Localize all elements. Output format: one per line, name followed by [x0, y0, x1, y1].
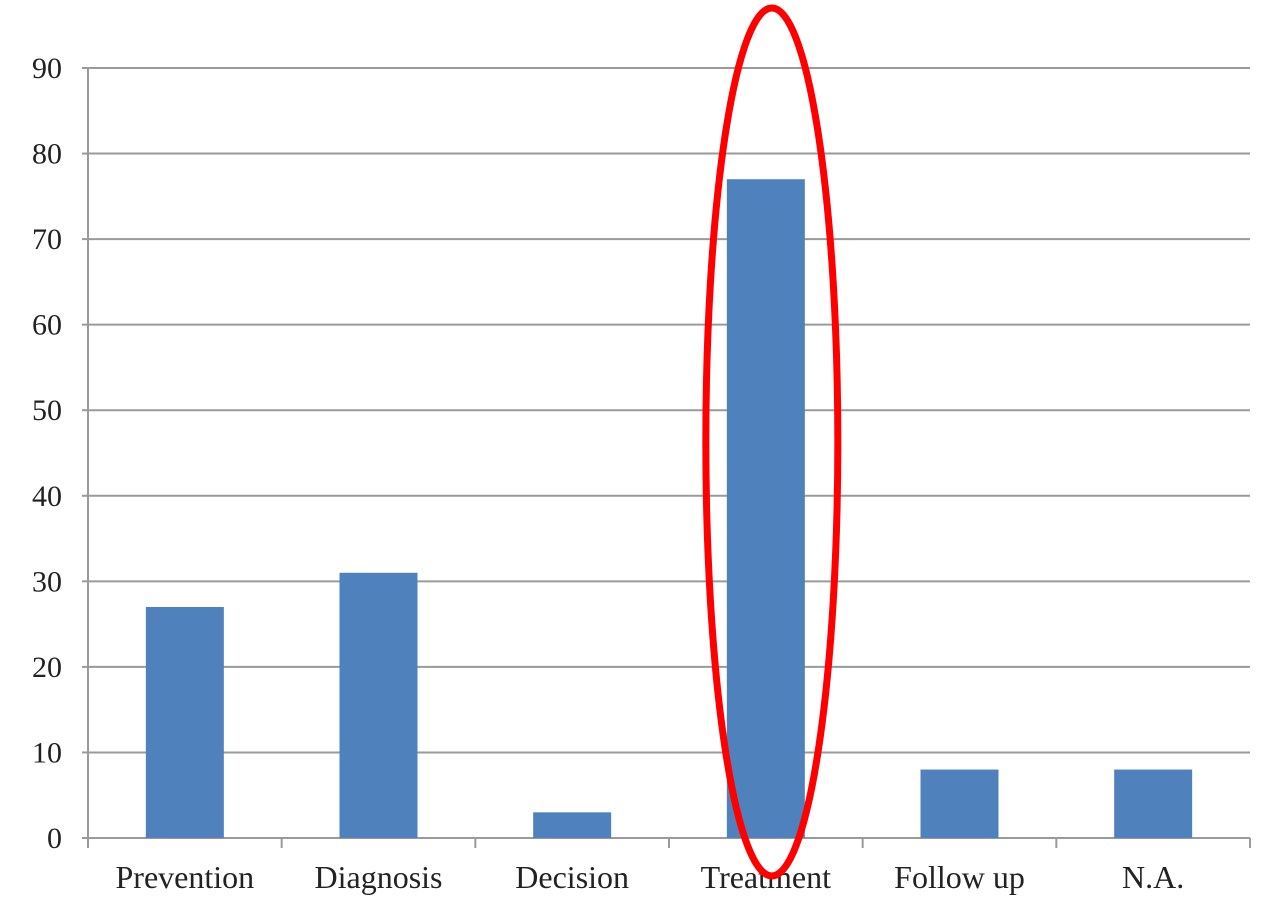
x-category-label: N.A. [1122, 859, 1184, 895]
x-category-label: Diagnosis [315, 859, 443, 895]
x-category-label: Prevention [116, 859, 255, 895]
y-tick-label: 0 [47, 822, 62, 855]
gridlines [88, 67, 1250, 754]
bar-treatment [726, 179, 805, 838]
x-axis: Prevention Diagnosis Decision Treatment Foll… [87, 837, 1251, 895]
bar-n-a [1114, 769, 1193, 838]
y-tick-label: 70 [32, 223, 62, 256]
y-tick-label: 40 [32, 480, 62, 513]
y-tick-label: 10 [32, 736, 62, 769]
y-tick-label: 30 [32, 565, 62, 598]
x-category-label: Follow up [894, 859, 1025, 895]
y-tick-label: 20 [32, 651, 62, 684]
x-category-label: Decision [515, 859, 629, 895]
highlight-ellipse [702, 4, 842, 880]
y-tick-label: 80 [32, 138, 62, 171]
y-tick-label: 50 [32, 394, 62, 427]
y-tick-label: 60 [32, 309, 62, 342]
bar-follow-up [920, 769, 999, 838]
bar-prevention [145, 607, 224, 838]
bar-decision [533, 812, 612, 838]
y-axis: 0 10 20 30 40 50 60 70 80 90 [32, 52, 89, 855]
y-tick-label: 90 [32, 52, 62, 85]
bars [145, 179, 1193, 838]
annotation-layer [702, 4, 842, 880]
bar-diagnosis [339, 572, 418, 838]
